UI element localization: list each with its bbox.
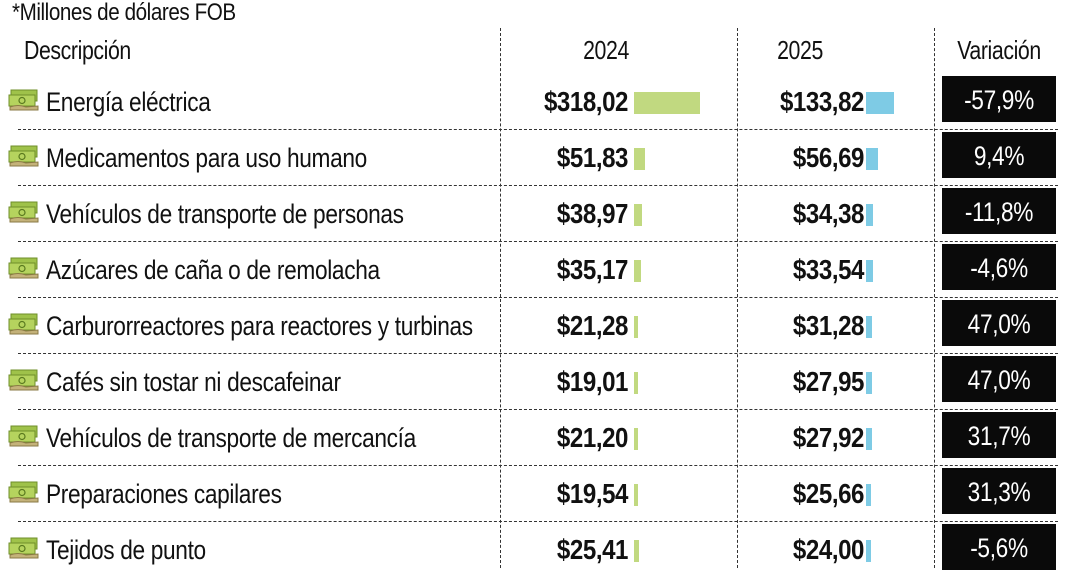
variation-label: 47,0% (967, 365, 1031, 395)
row-divider (18, 521, 1058, 522)
variation-badge (942, 76, 1056, 122)
value-2025-label: $34,38 (792, 198, 865, 229)
variation-label: 9,4% (973, 141, 1025, 171)
bar-2025 (866, 428, 872, 450)
row-description: Cafés sin tostar ni descafeinar (46, 367, 341, 397)
row-divider (18, 241, 1058, 242)
row-description: Medicamentos para uso humano (46, 143, 367, 173)
value-2024-label: $19,01 (556, 366, 629, 397)
row-description: Vehículos de transporte de mercancía (46, 423, 416, 453)
column-divider (934, 28, 935, 568)
value-2024-label: $38,97 (556, 198, 629, 229)
money-icon (8, 312, 42, 336)
value-2025-label: $27,95 (792, 366, 865, 397)
bar-2024 (634, 540, 639, 562)
bar-2024 (634, 92, 700, 114)
row-description: Energía eléctrica (46, 87, 211, 117)
bar-2025 (866, 260, 873, 282)
table-row: Carburorreactores para reactores y turbi… (0, 298, 1080, 354)
variation-label: -5,6% (970, 533, 1028, 563)
row-divider (18, 409, 1058, 410)
money-icon (8, 144, 42, 168)
value-2025-label: $133,82 (779, 86, 864, 117)
bar-2025 (866, 148, 878, 170)
row-divider (18, 129, 1058, 130)
value-2024-label: $25,41 (556, 534, 629, 565)
row-description: Carburorreactores para reactores y turbi… (46, 311, 473, 341)
row-description: Tejidos de punto (46, 535, 206, 565)
value-2025-label: $24,00 (792, 534, 865, 565)
row-description: Azúcares de caña o de remolacha (46, 255, 380, 285)
variation-label: -57,9% (964, 85, 1034, 115)
row-divider (18, 465, 1058, 466)
value-2024-label: $35,17 (556, 254, 629, 285)
bar-2024 (634, 260, 641, 282)
column-divider (737, 28, 738, 568)
value-2024-label: $21,20 (556, 422, 629, 453)
value-2025-label: $25,66 (792, 478, 865, 509)
variation-badge (942, 468, 1056, 514)
header-2024: 2024 (583, 35, 629, 65)
variation-label: 47,0% (967, 309, 1031, 339)
value-2025-label: $27,92 (792, 422, 865, 453)
variation-badge (942, 132, 1056, 178)
table-row: Preparaciones capilares $19,54 $25,66 31,3% (0, 466, 1080, 522)
column-divider (500, 28, 501, 568)
header-variation: Variación (957, 35, 1041, 65)
bar-2024 (634, 372, 638, 394)
bar-2025 (866, 372, 872, 394)
money-icon (8, 424, 42, 448)
variation-badge (942, 524, 1056, 570)
table-row: Azúcares de caña o de remolacha $35,17 $33… (0, 242, 1080, 298)
header-description: Descripción (24, 35, 131, 65)
table-row: Cafés sin tostar ni descafeinar $19,01 $27… (0, 354, 1080, 410)
table-row: Energía eléctrica $318,02 $133,82 -57,9% (0, 74, 1080, 130)
variation-label: 31,7% (967, 421, 1031, 451)
bar-2024 (634, 148, 645, 170)
bar-2025 (866, 204, 873, 226)
variation-badge (942, 412, 1056, 458)
bar-2024 (634, 204, 642, 226)
table-row: Vehículos de transporte de personas $38,9… (0, 186, 1080, 242)
bar-2025 (866, 92, 894, 114)
row-description: Vehículos de transporte de personas (46, 199, 404, 229)
variation-badge (942, 300, 1056, 346)
value-2024-label: $318,02 (543, 86, 628, 117)
table-row: Tejidos de punto $25,41 $24,00 -5,6% (0, 522, 1080, 578)
variation-badge (942, 244, 1056, 290)
money-icon (8, 200, 42, 224)
row-divider (18, 353, 1058, 354)
bar-2024 (634, 484, 638, 506)
table-row: Vehículos de transporte de mercancía $21,… (0, 410, 1080, 466)
table-row: Medicamentos para uso humano $51,83 $56,69… (0, 130, 1080, 186)
money-icon (8, 536, 42, 560)
bar-2025 (866, 316, 872, 338)
bar-2024 (634, 316, 638, 338)
bar-2025 (866, 540, 871, 562)
header-2025: 2025 (777, 35, 823, 65)
value-2024-label: $21,28 (556, 310, 629, 341)
units-note: *Millones de dólares FOB (12, 0, 236, 26)
variation-label: -4,6% (970, 253, 1028, 283)
row-divider (18, 185, 1058, 186)
variation-label: -11,8% (964, 197, 1034, 227)
bar-2025 (866, 484, 871, 506)
variation-badge (942, 188, 1056, 234)
money-icon (8, 480, 42, 504)
value-2025-label: $33,54 (792, 254, 865, 285)
variation-label: 31,3% (967, 477, 1031, 507)
row-description: Preparaciones capilares (46, 479, 282, 509)
money-icon (8, 88, 42, 112)
value-2024-label: $51,83 (556, 142, 629, 173)
row-divider (18, 297, 1058, 298)
value-2024-label: $19,54 (556, 478, 629, 509)
bar-2024 (634, 428, 638, 450)
money-icon (8, 256, 42, 280)
value-2025-label: $56,69 (792, 142, 865, 173)
money-icon (8, 368, 42, 392)
value-2025-label: $31,28 (792, 310, 865, 341)
variation-badge (942, 356, 1056, 402)
